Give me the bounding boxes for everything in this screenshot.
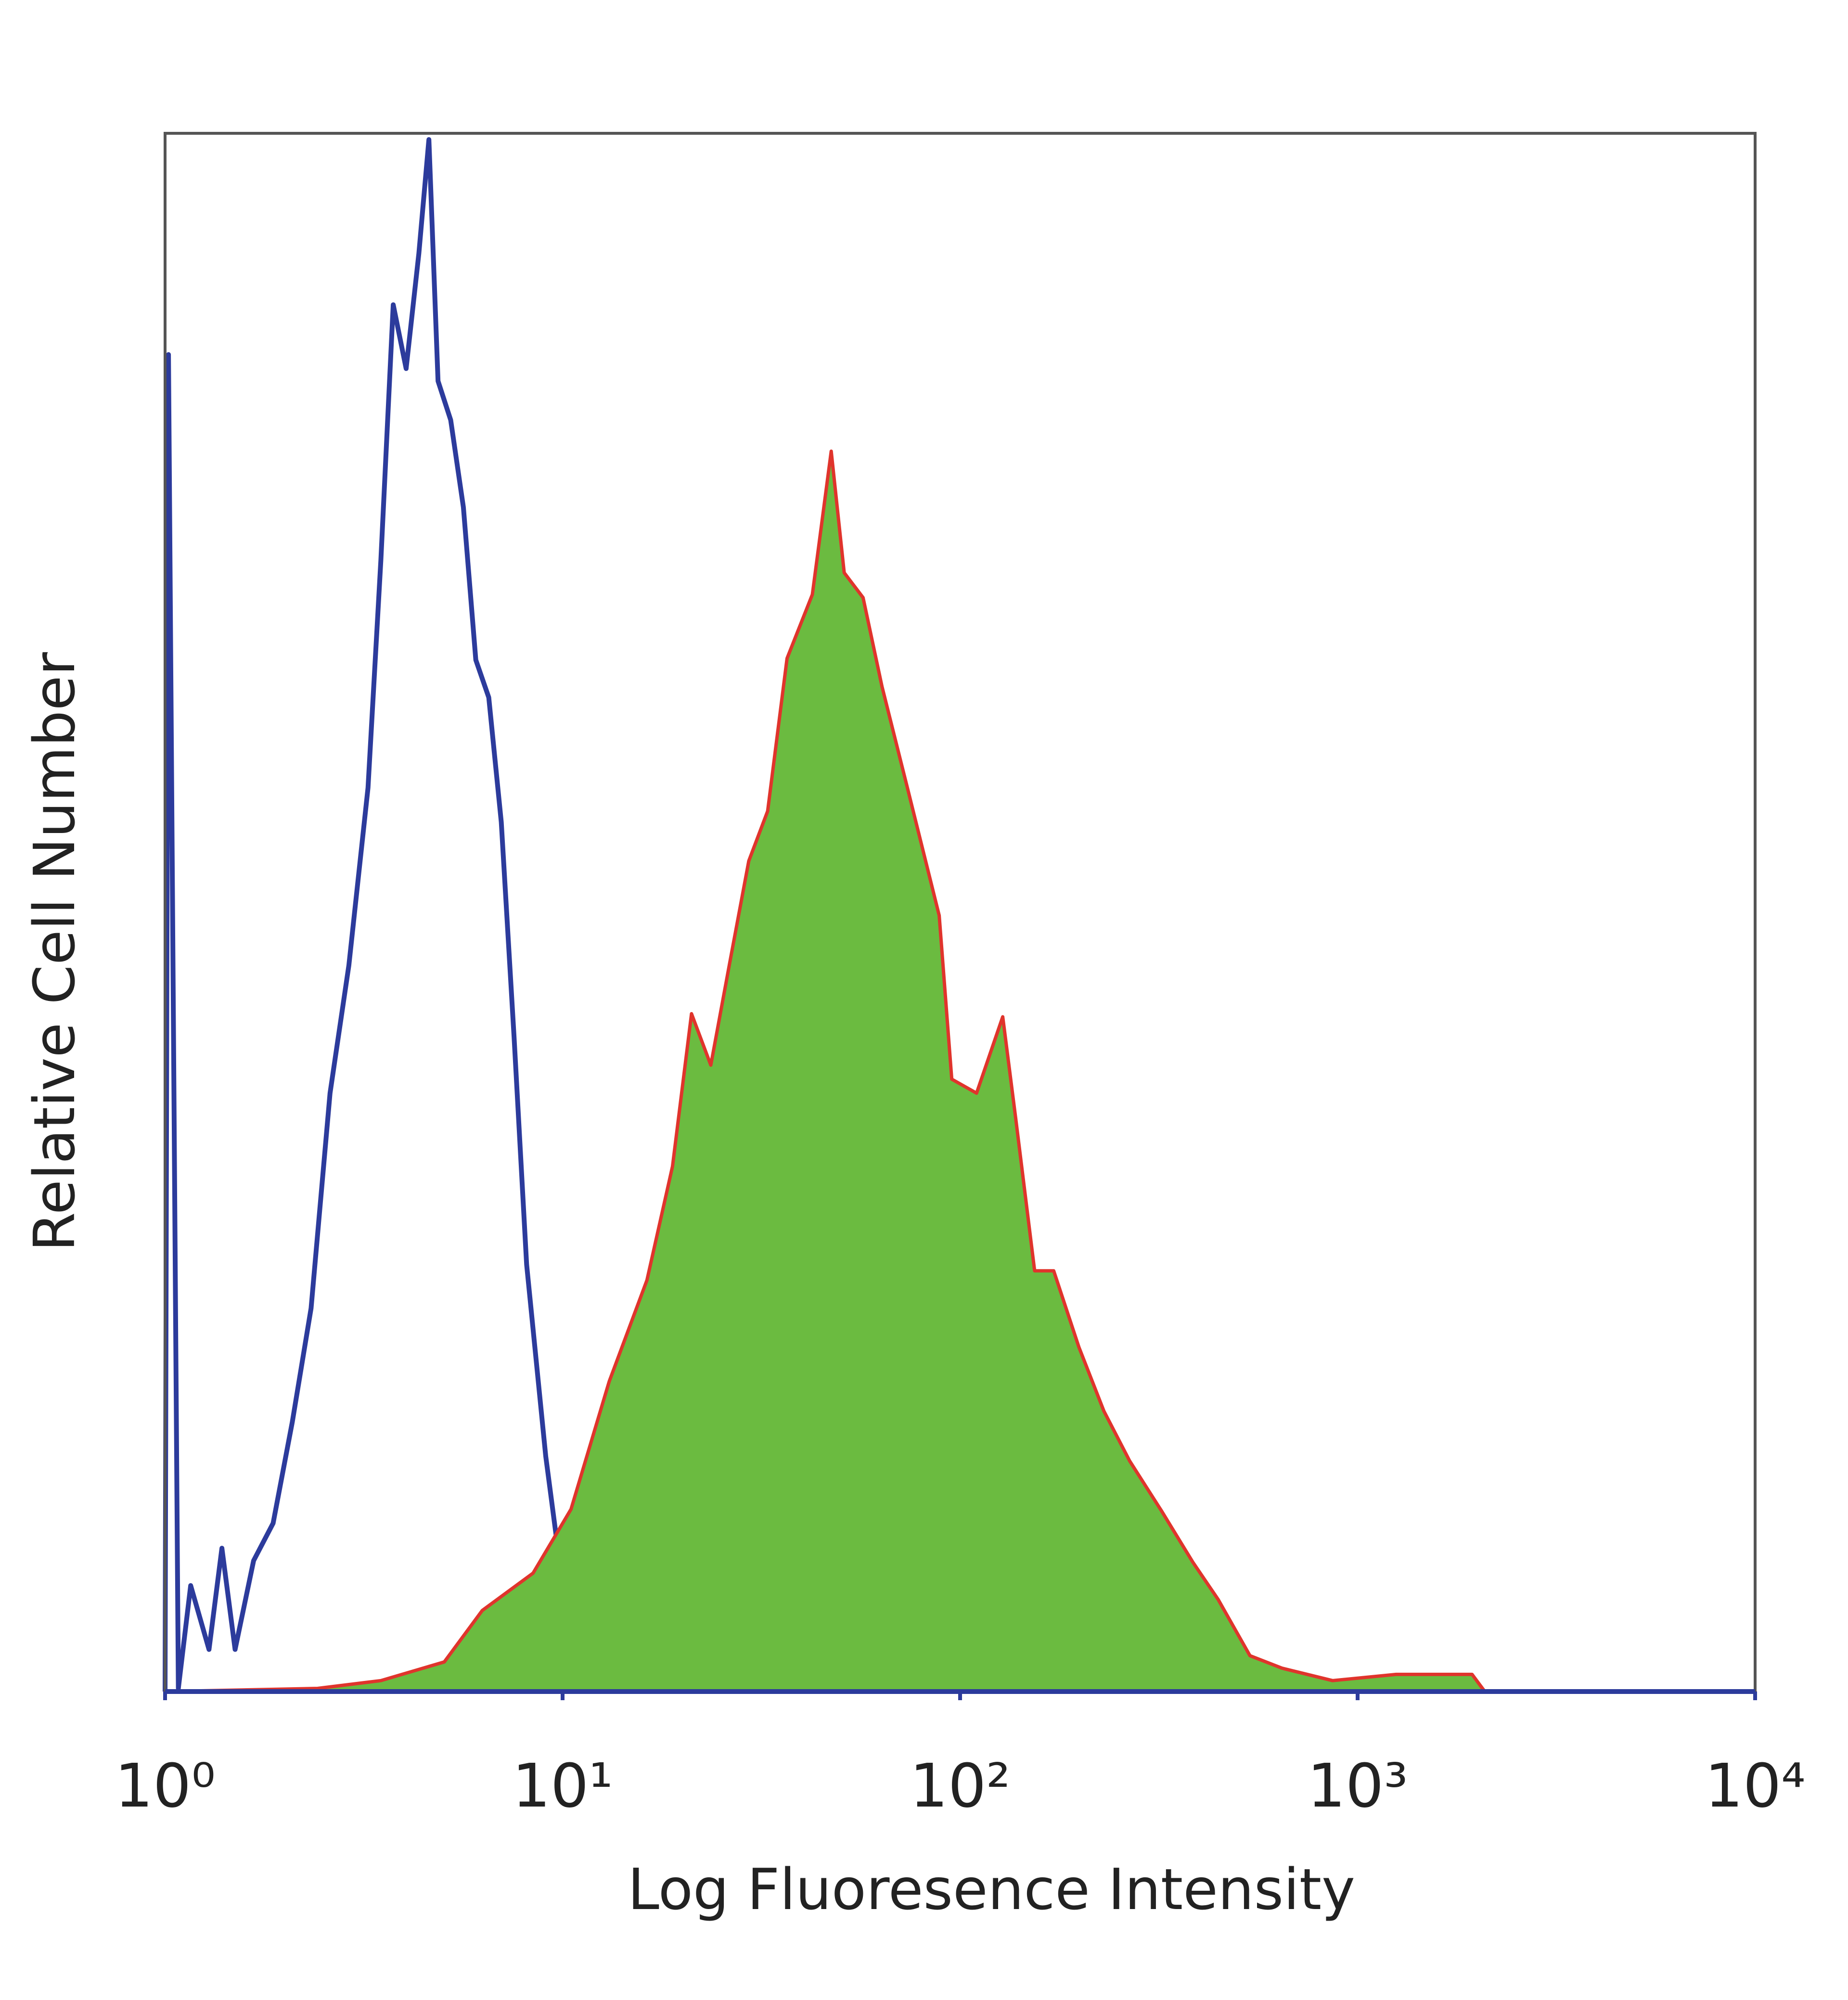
x-tick-label: 10³	[1307, 1751, 1408, 1821]
x-tick-label: 10⁰	[115, 1751, 215, 1821]
x-tick-label: 10⁴	[1705, 1751, 1805, 1821]
x-axis-title: Log Fluoresence Intensity	[628, 1856, 1355, 1923]
y-axis-title: Relative Cell Number	[21, 652, 88, 1252]
x-tick-label: 10²	[910, 1751, 1010, 1821]
x-tick-label: 10¹	[512, 1751, 613, 1821]
histogram-area	[163, 449, 1757, 1693]
